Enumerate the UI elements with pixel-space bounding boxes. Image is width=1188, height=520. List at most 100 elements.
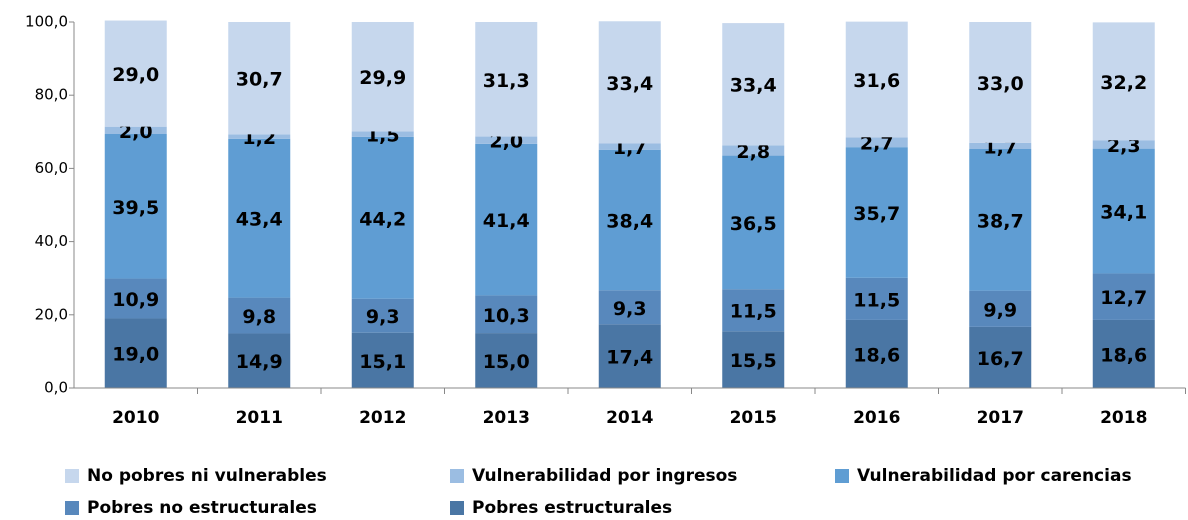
bar-segment	[845, 277, 908, 320]
value-label: 10,9	[112, 289, 159, 311]
bar-segment	[1092, 319, 1155, 388]
legend-swatch	[835, 469, 849, 483]
value-label: 30,7	[236, 69, 283, 91]
value-label: 31,6	[853, 70, 900, 92]
legend-label: Pobres no estructurales	[87, 498, 317, 518]
value-label: 18,6	[853, 344, 900, 366]
value-label: 10,3	[483, 305, 530, 327]
bar-segment	[351, 332, 414, 388]
legend-swatch	[65, 501, 79, 515]
bar-segment	[722, 23, 785, 146]
bar-segment	[228, 297, 291, 334]
legend-swatch	[65, 469, 79, 483]
x-tick-label: 2010	[112, 408, 159, 428]
value-label: 18,6	[1100, 344, 1147, 366]
bar-segment	[1092, 273, 1155, 320]
bar-segment	[475, 22, 538, 137]
value-label: 32,2	[1100, 72, 1147, 94]
bar-segment	[969, 149, 1032, 291]
value-label: 33,4	[730, 75, 777, 97]
y-tick-label: 20,0	[35, 305, 68, 323]
legend-label: Vulnerabilidad por ingresos	[472, 466, 737, 486]
bar-segment	[598, 21, 661, 144]
x-tick-label: 2015	[730, 408, 777, 428]
value-label: 9,3	[613, 298, 647, 320]
value-label: 33,4	[606, 73, 653, 95]
bar-segment	[722, 155, 785, 290]
x-tick-label: 2017	[977, 408, 1024, 428]
bar-segment	[1092, 140, 1155, 149]
y-tick-label: 100,0	[25, 13, 68, 31]
legend-label: Pobres estructurales	[472, 498, 672, 518]
bar-segment	[845, 147, 908, 278]
value-label: 16,7	[977, 348, 1024, 370]
bar-segment	[475, 136, 538, 144]
value-label: 12,7	[1100, 287, 1147, 309]
bar-segment	[228, 138, 291, 298]
bar-segment	[104, 318, 167, 388]
x-tick-label: 2016	[853, 408, 900, 428]
value-label: 38,7	[977, 210, 1024, 232]
bar-segment	[1092, 22, 1155, 141]
bar-segment	[722, 145, 785, 156]
value-label: 33,0	[977, 73, 1024, 95]
bar-segment	[475, 295, 538, 334]
bar-segment	[475, 333, 538, 388]
bar-segment	[1092, 148, 1155, 274]
bar-segment	[228, 333, 291, 388]
value-label: 9,3	[366, 306, 400, 328]
legend-swatch	[450, 469, 464, 483]
bar-segment	[969, 22, 1032, 143]
bar-segment	[351, 136, 414, 299]
bar-segment	[104, 133, 167, 279]
value-label: 15,1	[359, 351, 406, 373]
x-tick-label: 2014	[606, 408, 653, 428]
bar-segment	[351, 298, 414, 333]
value-label: 36,5	[730, 213, 777, 235]
value-label: 9,8	[242, 306, 276, 328]
bar-segment	[969, 290, 1032, 327]
value-label: 14,9	[236, 351, 283, 373]
bar-segment	[475, 143, 538, 296]
value-label: 15,0	[483, 351, 530, 373]
x-tick-label: 2012	[359, 408, 406, 428]
bar-segment	[351, 131, 414, 137]
y-tick-label: 0,0	[44, 379, 68, 397]
bar-segment	[598, 149, 661, 291]
bar-segment	[598, 324, 661, 388]
value-label: 35,7	[853, 203, 900, 225]
bar-segment	[969, 326, 1032, 388]
value-label: 2,7	[860, 133, 894, 155]
bar-segment	[845, 137, 908, 148]
value-label: 2,8	[736, 141, 770, 163]
value-label: 11,5	[853, 289, 900, 311]
legend-label: No pobres ni vulnerables	[87, 466, 327, 486]
value-label: 44,2	[359, 208, 406, 230]
y-tick-label: 60,0	[35, 159, 68, 177]
bar-segment	[228, 134, 291, 139]
bar-segment	[228, 22, 291, 135]
value-label: 41,4	[483, 210, 530, 232]
x-tick-label: 2013	[483, 408, 530, 428]
value-label: 39,5	[112, 197, 159, 219]
value-label: 11,5	[730, 301, 777, 323]
x-tick-label: 2011	[236, 408, 283, 428]
value-label: 9,9	[983, 299, 1017, 321]
value-label: 34,1	[1100, 202, 1147, 224]
bar-segment	[104, 20, 167, 127]
bar-segment	[104, 126, 167, 134]
bar-segment	[845, 319, 908, 388]
value-label: 2,3	[1107, 135, 1141, 157]
value-label: 29,9	[359, 67, 406, 89]
y-tick-label: 80,0	[35, 86, 68, 104]
bar-segment	[845, 21, 908, 138]
value-label: 31,3	[483, 70, 530, 92]
bar-segment	[722, 289, 785, 332]
bar-segment	[722, 331, 785, 388]
value-label: 43,4	[236, 209, 283, 231]
bar-segment	[598, 143, 661, 150]
value-label: 29,0	[112, 64, 159, 86]
value-label: 15,5	[730, 350, 777, 372]
value-label: 19,0	[112, 344, 159, 366]
